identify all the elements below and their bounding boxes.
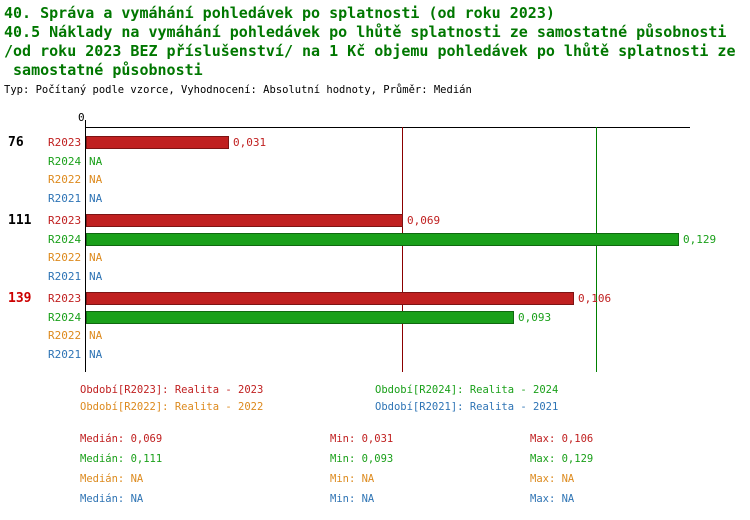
series-row-label-r2024: R2024 xyxy=(48,310,82,324)
stat-max-r2023: Max: 0,106 xyxy=(530,433,594,445)
chart-header: 40. Správa a vymáhání pohledávek po spla… xyxy=(4,4,736,96)
na-value-label: NA xyxy=(89,269,103,283)
chart-title-line-1: 40. Správa a vymáhání pohledávek po spla… xyxy=(4,4,555,22)
na-value-label: NA xyxy=(89,329,103,342)
na-value-label: NA xyxy=(89,173,103,186)
stats-summary: Medián: 0,069 Min: 0,031 Max: 0,106 Medi… xyxy=(0,433,750,517)
stats-row-r2021: Medián: NA Min: NA Max: NA xyxy=(0,493,750,513)
axis-zero-label: 0 xyxy=(78,111,85,124)
na-value-label: NA xyxy=(89,154,103,168)
na-value-label: NA xyxy=(89,251,103,264)
series-row-label-r2021: R2021 xyxy=(48,347,82,361)
chart-meta-info: Typ: Počítaný podle vzorce, Vyhodnocení:… xyxy=(4,84,472,96)
legend-item-r2022: Období[R2022]: Realita - 2022 xyxy=(80,401,264,413)
legend-item-r2024: Období[R2024]: Realita - 2024 xyxy=(375,384,559,396)
chart-title-line-2: 40.5 Náklady na vymáhání pohledávek po l… xyxy=(4,23,727,41)
bar-value-label: 0,129 xyxy=(683,232,717,246)
category-label-139: 139 xyxy=(8,291,32,306)
series-row-label-r2023: R2023 xyxy=(48,214,82,227)
bar-r2024-139 xyxy=(86,310,514,324)
series-row-label-r2024: R2024 xyxy=(48,154,82,168)
legend-item-r2023: Období[R2023]: Realita - 2023 xyxy=(80,384,264,396)
median-line-r2023 xyxy=(402,127,403,372)
stats-row-r2023: Medián: 0,069 Min: 0,031 Max: 0,106 xyxy=(0,433,750,453)
bar-r2023-139 xyxy=(86,292,574,305)
category-label-76: 76 xyxy=(8,135,24,150)
stats-row-r2022: Medián: NA Min: NA Max: NA xyxy=(0,473,750,493)
stat-min-r2021: Min: NA xyxy=(330,493,375,505)
median-line-r2024 xyxy=(596,127,597,372)
stat-min-r2024: Min: 0,093 xyxy=(330,453,394,465)
legend: Období[R2023]: Realita - 2023 Období[R20… xyxy=(0,384,750,420)
bar-value-label: 0,031 xyxy=(233,136,267,149)
stat-median-r2024: Medián: 0,111 xyxy=(80,453,163,465)
chart-title-line-3: /od roku 2023 BEZ příslušenství/ na 1 Kč… xyxy=(4,42,736,60)
series-row-label-r2024: R2024 xyxy=(48,232,82,246)
stat-median-r2021: Medián: NA xyxy=(80,493,144,505)
series-row-label-r2022: R2022 xyxy=(48,329,82,342)
stat-max-r2021: Max: NA xyxy=(530,493,575,505)
na-value-label: NA xyxy=(89,191,103,205)
category-label-111: 111 xyxy=(8,213,32,228)
series-row-label-r2021: R2021 xyxy=(48,269,82,283)
bar-value-label: 0,106 xyxy=(578,292,612,305)
stat-max-r2022: Max: NA xyxy=(530,473,575,485)
bar-r2023-76 xyxy=(86,136,229,149)
stat-median-r2023: Medián: 0,069 xyxy=(80,433,163,445)
legend-item-r2021: Období[R2021]: Realita - 2021 xyxy=(375,401,559,413)
series-row-label-r2022: R2022 xyxy=(48,251,82,264)
y-axis-line xyxy=(85,120,86,372)
bar-value-label: 0,093 xyxy=(518,310,552,324)
stat-median-r2022: Medián: NA xyxy=(80,473,144,485)
stat-max-r2024: Max: 0,129 xyxy=(530,453,594,465)
stats-row-r2024: Medián: 0,111 Min: 0,093 Max: 0,129 xyxy=(0,453,750,473)
bar-value-label: 0,069 xyxy=(407,214,441,227)
series-row-label-r2023: R2023 xyxy=(48,292,82,305)
stat-min-r2023: Min: 0,031 xyxy=(330,433,394,445)
bar-r2023-111 xyxy=(86,214,403,227)
series-row-label-r2022: R2022 xyxy=(48,173,82,186)
na-value-label: NA xyxy=(89,347,103,361)
series-row-label-r2021: R2021 xyxy=(48,191,82,205)
bar-r2024-111 xyxy=(86,232,679,246)
series-row-label-r2023: R2023 xyxy=(48,136,82,149)
chart-title-line-4: samostatné působnosti xyxy=(4,61,203,79)
plot-top-border xyxy=(85,127,690,128)
stat-min-r2022: Min: NA xyxy=(330,473,375,485)
